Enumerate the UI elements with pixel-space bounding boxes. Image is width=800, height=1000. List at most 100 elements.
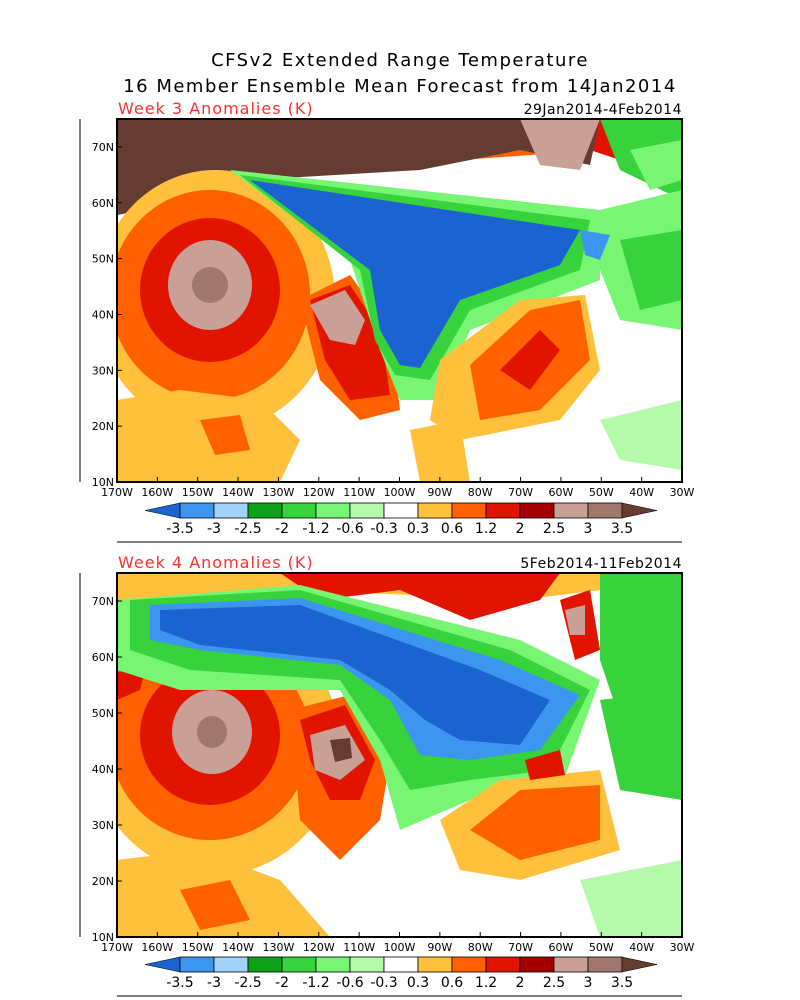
colorbar-swatch <box>451 502 487 519</box>
colorbar-swatch <box>315 502 351 519</box>
colorbar-label: -2.5 <box>234 521 261 537</box>
lon-tick-label: 50W <box>589 486 614 499</box>
colorbar-label: -1.2 <box>302 975 329 991</box>
colorbar-swatch <box>281 956 317 973</box>
colorbar-label: 0.6 <box>441 521 463 537</box>
panel-date-range: 29Jan2014-4Feb2014 <box>524 102 682 118</box>
colorbar-swatch <box>519 956 555 973</box>
lon-tick-label: 120W <box>303 941 335 954</box>
colorbar-arrow-low <box>144 502 181 519</box>
colorbar-swatch <box>383 956 419 973</box>
colorbar-label: 3.5 <box>611 521 633 537</box>
lon-tick-label: 170W <box>101 941 133 954</box>
lat-tick-label: 20N <box>92 420 114 433</box>
lon-tick-label: 30W <box>670 941 695 954</box>
lon-tick-label: 130W <box>262 486 294 499</box>
colorbar-label: -0.3 <box>370 975 397 991</box>
lon-tick-label: 120W <box>303 486 335 499</box>
colorbar-swatch <box>349 956 385 973</box>
lat-tick-label: 40N <box>92 308 114 321</box>
lat-tick-label: 60N <box>92 197 114 210</box>
axis-ticks: 170W 160W 150W 140W 130W 120W 110W 100W 90W 80W 70… <box>92 141 695 499</box>
colorbar-swatch <box>179 502 215 519</box>
colorbar-swatch <box>553 502 589 519</box>
colorbar-swatch <box>213 502 249 519</box>
colorbar-swatch <box>315 956 351 973</box>
colorbar-label: -3 <box>207 975 221 991</box>
panel-label: Week 4 Anomalies (K) <box>118 553 314 572</box>
week4-anomaly-map <box>117 573 682 937</box>
panel-date-range: 5Feb2014-11Feb2014 <box>520 556 682 572</box>
lon-tick-label: 110W <box>343 941 375 954</box>
lon-tick-label: 40W <box>629 941 654 954</box>
colorbar-swatch <box>213 956 249 973</box>
lat-tick-label: 10N <box>92 931 114 944</box>
colorbar-swatch <box>553 956 589 973</box>
lat-tick-label: 30N <box>92 364 114 377</box>
lat-tick-label: 50N <box>92 707 114 720</box>
colorbar-label: -0.6 <box>336 521 363 537</box>
colorbar-swatch <box>519 502 555 519</box>
colorbar-swatch <box>587 502 623 519</box>
lon-tick-label: 160W <box>141 941 173 954</box>
lon-tick-label: 100W <box>384 486 416 499</box>
colorbar-label: 1.2 <box>475 975 497 991</box>
colorbar-arrow-high <box>621 502 658 519</box>
colorbar-label: -2 <box>275 975 289 991</box>
colorbar-label: -3 <box>207 521 221 537</box>
panel-label: Week 3 Anomalies (K) <box>118 99 314 118</box>
colorbar-swatch <box>179 956 215 973</box>
colorbar-label: 2 <box>516 521 525 537</box>
week3-anomaly-map <box>117 119 682 482</box>
colorbar-arrow-low <box>144 956 181 973</box>
lat-tick-label: 70N <box>92 141 114 154</box>
colorbar-arrow-high <box>621 956 658 973</box>
colorbar-label: -2 <box>275 521 289 537</box>
lon-tick-label: 70W <box>508 941 533 954</box>
lat-tick-label: 40N <box>92 763 114 776</box>
colorbar-swatch <box>417 502 453 519</box>
colorbar: -3.5 -3 -2.5 -2 -1.2 -0.6 -0.3 0.3 0.6 1.2 2 2.5 3 3.… <box>117 956 682 997</box>
colorbar-label: 0.6 <box>441 975 463 991</box>
colorbar-swatch <box>247 502 283 519</box>
colorbar-label: 0.3 <box>407 521 429 537</box>
lon-tick-label: 150W <box>182 941 214 954</box>
lon-tick-label: 140W <box>222 941 254 954</box>
colorbar: -3.5 -3 -2.5 -2 -1.2 -0.6 -0.3 0.3 0.6 1.2 2 2.5 3 3.… <box>117 502 682 543</box>
lat-tick-label: 50N <box>92 253 114 266</box>
colorbar-label: 0.3 <box>407 975 429 991</box>
colorbar-label: 1.2 <box>475 521 497 537</box>
lat-tick-label: 30N <box>92 819 114 832</box>
lon-tick-label: 90W <box>427 486 452 499</box>
lat-tick-label: 10N <box>92 476 114 489</box>
colorbar-swatch <box>451 956 487 973</box>
figure-title: CFSv2 Extended Range Temperature <box>211 50 589 71</box>
colorbar-label: -3.5 <box>166 521 193 537</box>
colorbar-swatch <box>349 502 385 519</box>
colorbar-swatch <box>247 956 283 973</box>
lon-tick-label: 40W <box>629 486 654 499</box>
colorbar-swatch <box>485 502 521 519</box>
lon-tick-label: 170W <box>101 486 133 499</box>
colorbar-swatch <box>587 956 623 973</box>
colorbar-swatch <box>281 502 317 519</box>
lat-tick-label: 60N <box>92 651 114 664</box>
lat-tick-label: 20N <box>92 875 114 888</box>
lon-tick-label: 80W <box>468 486 493 499</box>
colorbar-label: 2 <box>516 975 525 991</box>
lon-tick-label: 30W <box>670 486 695 499</box>
lon-tick-label: 90W <box>427 941 452 954</box>
lon-tick-label: 80W <box>468 941 493 954</box>
lon-tick-label: 50W <box>589 941 614 954</box>
colorbar-swatch <box>383 502 419 519</box>
colorbar-label: -0.6 <box>336 975 363 991</box>
lon-tick-label: 150W <box>182 486 214 499</box>
colorbar-label: -1.2 <box>302 521 329 537</box>
colorbar-label: 3 <box>584 521 593 537</box>
colorbar-label: 3 <box>584 975 593 991</box>
lon-tick-label: 60W <box>548 486 573 499</box>
axis-ticks: 170W 160W 150W 140W 130W 120W 110W 100W 90W 80W 70… <box>92 595 695 954</box>
colorbar-label: -0.3 <box>370 521 397 537</box>
lon-tick-label: 60W <box>548 941 573 954</box>
